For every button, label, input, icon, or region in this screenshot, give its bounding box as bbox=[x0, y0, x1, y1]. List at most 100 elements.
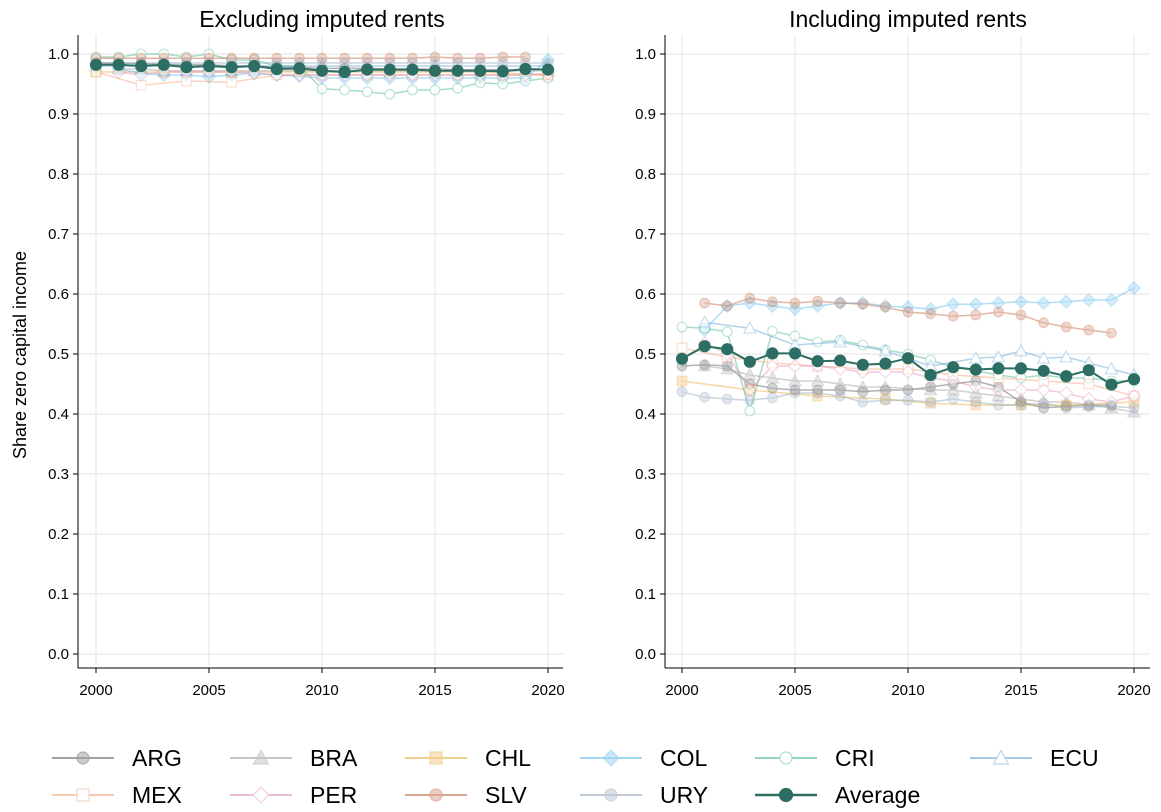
y-tick-label: 0.1 bbox=[48, 586, 69, 603]
data-point-arg bbox=[834, 384, 846, 396]
series-line-chl bbox=[681, 380, 1135, 406]
y-tick-label: 0.8 bbox=[635, 166, 656, 183]
legend-item-slv bbox=[405, 788, 467, 802]
data-point-ecu bbox=[1059, 349, 1074, 363]
data-point-ecu bbox=[968, 350, 983, 364]
data-point-average bbox=[406, 63, 419, 76]
legend-marker bbox=[992, 749, 1010, 765]
data-point-slv bbox=[925, 308, 936, 320]
y-tick-label: 0.8 bbox=[48, 166, 69, 183]
data-point-average bbox=[89, 58, 103, 71]
legend-item-arg bbox=[52, 751, 114, 765]
data-point-average bbox=[1127, 373, 1141, 386]
x-tick-label: 2015 bbox=[1004, 682, 1037, 699]
legend-label: ARG bbox=[132, 745, 182, 771]
series-col bbox=[697, 280, 1142, 338]
y-tick-label: 0.9 bbox=[635, 106, 656, 123]
x-tick-label: 2015 bbox=[418, 682, 451, 699]
legend-item-ury bbox=[580, 788, 642, 802]
data-point-slv bbox=[721, 300, 733, 312]
data-point-average bbox=[1082, 364, 1095, 377]
data-point-col bbox=[900, 300, 916, 315]
data-point-average bbox=[135, 59, 148, 73]
legend-marker bbox=[252, 786, 270, 804]
data-point-per bbox=[833, 361, 848, 377]
data-point-cri bbox=[361, 86, 373, 98]
data-point-chl bbox=[879, 393, 891, 405]
data-point-cri bbox=[834, 334, 846, 346]
data-point-col bbox=[201, 69, 217, 84]
data-point-per bbox=[1126, 388, 1142, 404]
data-point-ury bbox=[1105, 400, 1117, 412]
data-point-mex bbox=[1083, 378, 1095, 390]
data-point-cri bbox=[812, 336, 823, 348]
data-point-per bbox=[1013, 382, 1029, 398]
legend-marker bbox=[429, 788, 443, 802]
y-tick-label: 1.0 bbox=[48, 46, 69, 63]
data-point-col bbox=[878, 298, 893, 314]
data-point-col bbox=[382, 70, 397, 86]
data-point-arg bbox=[947, 378, 959, 390]
data-point-per bbox=[878, 364, 893, 380]
legend-label: MEX bbox=[132, 782, 182, 808]
left-panel: Excluding imputed rents 0.0 0.1 0.2 0.3 0.4 0… bbox=[48, 6, 565, 699]
legend-marker bbox=[76, 751, 90, 765]
legend-label: URY bbox=[660, 782, 708, 808]
legend-label: BRA bbox=[310, 745, 358, 771]
data-point-average bbox=[743, 355, 756, 368]
data-point-cri bbox=[789, 330, 801, 342]
data-point-cri bbox=[721, 326, 733, 338]
data-point-bra bbox=[1036, 394, 1051, 408]
x-tick-label: 2020 bbox=[531, 682, 564, 699]
data-point-slv bbox=[1060, 321, 1072, 333]
data-point-arg bbox=[857, 386, 869, 398]
data-point-per bbox=[946, 373, 961, 389]
data-point-cri bbox=[316, 83, 328, 95]
data-point-cri bbox=[407, 84, 418, 96]
data-point-slv bbox=[1038, 317, 1049, 329]
data-point-per bbox=[1081, 391, 1096, 407]
series-line-arg bbox=[681, 364, 1112, 409]
series-average bbox=[89, 58, 555, 79]
legend-label: PER bbox=[310, 782, 357, 808]
data-point-average bbox=[202, 59, 216, 73]
data-point-slv bbox=[947, 310, 959, 322]
data-point-col bbox=[405, 70, 420, 86]
data-point-per bbox=[1036, 382, 1051, 398]
data-point-slv bbox=[474, 52, 486, 64]
x-tick-label: 2000 bbox=[665, 682, 698, 699]
data-point-col bbox=[1081, 292, 1096, 308]
y-tick-label: 0.2 bbox=[48, 526, 69, 543]
data-point-col bbox=[968, 297, 983, 312]
data-point-mex bbox=[992, 372, 1004, 384]
data-point-ury bbox=[993, 399, 1004, 411]
data-point-mex bbox=[1128, 390, 1140, 402]
y-tick-label: 0.1 bbox=[635, 586, 656, 603]
data-point-cri bbox=[135, 48, 147, 60]
data-point-mex bbox=[226, 76, 238, 88]
legend-marker bbox=[604, 788, 618, 802]
series-slv bbox=[90, 51, 531, 64]
data-point-ury bbox=[880, 394, 891, 406]
data-point-slv bbox=[1083, 324, 1095, 336]
data-point-cri bbox=[339, 84, 351, 96]
data-point-cri bbox=[857, 339, 869, 351]
data-point-ury bbox=[1038, 397, 1049, 409]
data-point-col bbox=[1036, 295, 1051, 311]
y-tick-label: 0.3 bbox=[48, 466, 69, 483]
data-point-cri bbox=[474, 77, 486, 89]
legend-label: ECU bbox=[1050, 745, 1099, 771]
legend-item-chl bbox=[405, 751, 467, 765]
data-point-bra bbox=[765, 370, 780, 384]
data-point-ury bbox=[902, 394, 914, 406]
data-point-cri bbox=[744, 405, 756, 417]
series-average bbox=[675, 340, 1141, 391]
data-point-bra bbox=[1126, 404, 1142, 418]
data-point-ury bbox=[1083, 401, 1095, 413]
y-tick-label: 0.7 bbox=[48, 226, 69, 243]
data-point-average bbox=[856, 358, 869, 371]
data-point-per bbox=[742, 382, 757, 398]
data-point-average bbox=[947, 361, 960, 374]
data-point-cri bbox=[452, 82, 464, 94]
data-point-average bbox=[157, 58, 170, 71]
